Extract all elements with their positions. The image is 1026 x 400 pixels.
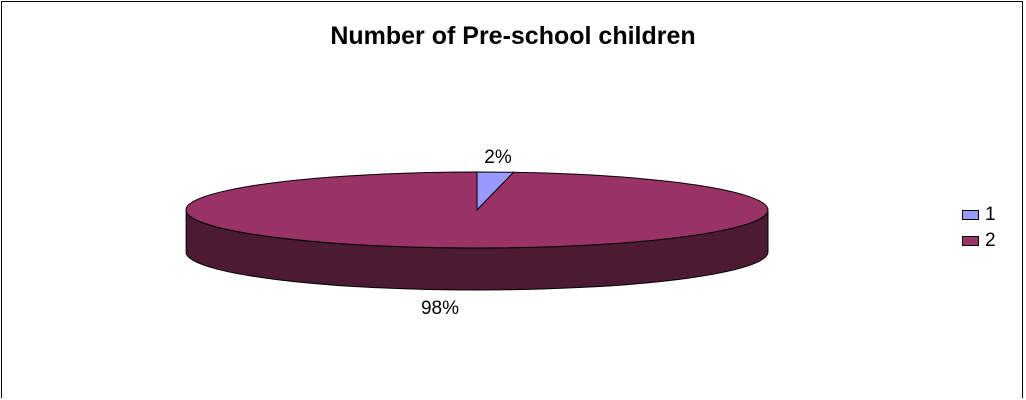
legend-item-2: 2 [962, 231, 996, 251]
pie-slice-2 [186, 172, 768, 248]
legend-item-1: 1 [962, 205, 996, 225]
legend-label-2: 2 [985, 230, 996, 252]
legend-swatch-1 [962, 210, 979, 220]
legend-swatch-2 [962, 236, 979, 246]
pie-top-group [186, 172, 768, 248]
legend-label-1: 1 [985, 204, 996, 226]
data-label-1: 2% [484, 147, 512, 168]
data-label-2: 98% [421, 298, 459, 319]
legend: 1 2 [954, 205, 1024, 265]
